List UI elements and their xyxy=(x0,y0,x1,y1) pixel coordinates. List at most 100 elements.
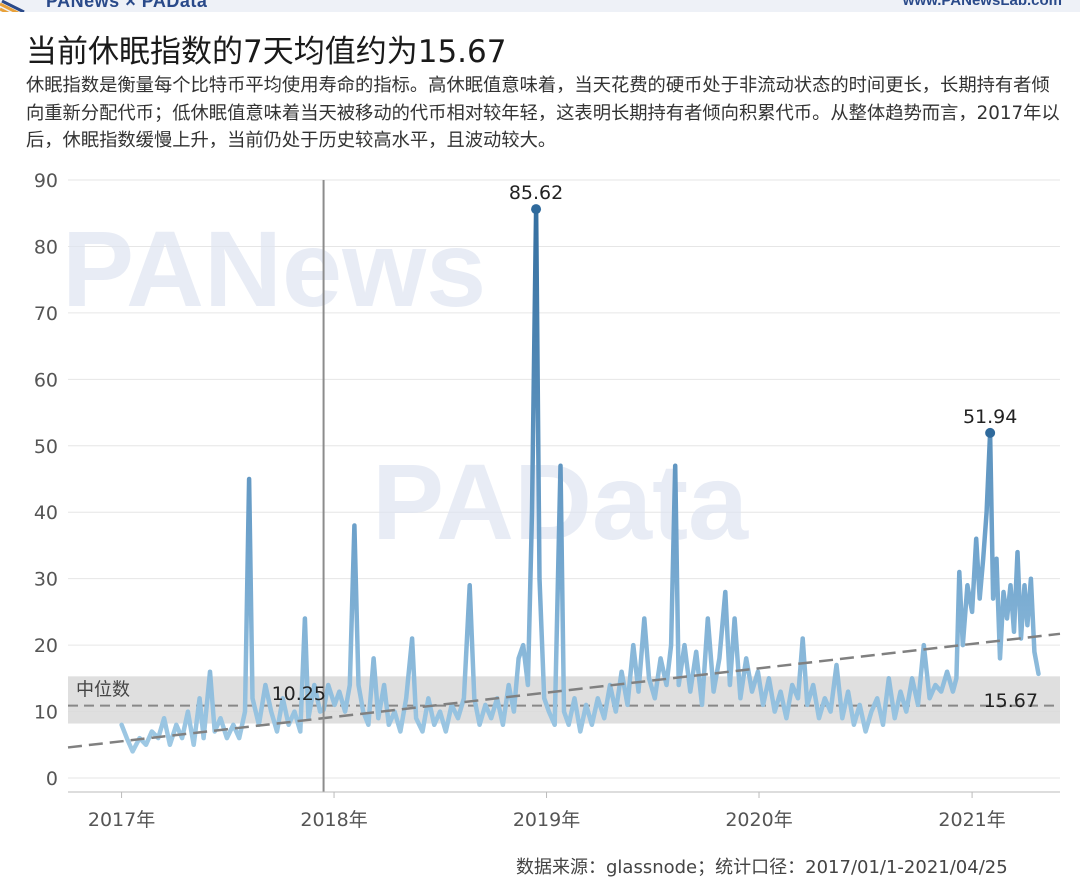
data-point xyxy=(367,723,370,726)
data-point xyxy=(779,690,782,693)
data-point xyxy=(251,697,254,700)
data-point xyxy=(683,644,686,647)
data-point xyxy=(614,710,617,713)
data-point xyxy=(791,684,794,687)
data-point xyxy=(547,710,550,713)
data-point xyxy=(192,743,195,746)
data-point xyxy=(648,677,651,680)
data-point xyxy=(168,743,171,746)
source-note: 数据来源：glassnode；统计口径：2017/01/1-2021/04/25 xyxy=(516,857,1008,878)
data-point xyxy=(299,730,302,733)
data-point xyxy=(484,704,487,707)
data-point xyxy=(975,537,978,540)
data-point xyxy=(801,637,804,640)
data-point xyxy=(992,597,995,600)
data-point xyxy=(829,710,832,713)
data-point xyxy=(531,511,534,514)
top-bar: PANews × PAData www.PANewsLab.com xyxy=(0,0,1080,12)
data-point xyxy=(887,677,890,680)
data-point xyxy=(399,730,402,733)
x-tick-label: 2020年 xyxy=(725,809,792,831)
data-point xyxy=(955,677,958,680)
y-tick-label: 30 xyxy=(34,569,58,591)
data-point xyxy=(882,723,885,726)
last-value-label: 15.67 xyxy=(984,690,1038,712)
data-point xyxy=(1026,624,1029,627)
data-point xyxy=(319,710,322,713)
median-label: 中位数 xyxy=(76,679,130,700)
y-tick-label: 80 xyxy=(34,236,58,258)
data-point xyxy=(421,730,424,733)
data-point xyxy=(706,617,709,620)
data-point xyxy=(806,704,809,707)
x-tick-label: 2021年 xyxy=(938,809,1005,831)
data-point xyxy=(674,464,677,467)
data-point xyxy=(553,723,556,726)
data-point xyxy=(835,664,838,667)
data-point xyxy=(978,597,981,600)
data-point xyxy=(457,717,460,720)
data-point xyxy=(934,684,937,687)
data-point xyxy=(439,710,442,713)
data-point xyxy=(473,697,476,700)
data-point xyxy=(961,644,964,647)
data-point xyxy=(209,670,212,673)
x-tick-label: 2018年 xyxy=(300,809,367,831)
x-tick-label: 2019年 xyxy=(513,809,580,831)
data-point xyxy=(377,717,380,720)
data-point xyxy=(946,670,949,673)
brand-right: www.PANewsLab.com xyxy=(902,0,1062,9)
data-point xyxy=(596,697,599,700)
data-point xyxy=(922,644,925,647)
y-tick-label: 0 xyxy=(46,768,58,790)
data-point xyxy=(293,710,296,713)
data-point xyxy=(338,690,341,693)
data-point xyxy=(858,704,861,707)
data-point xyxy=(665,684,668,687)
data-point xyxy=(1009,584,1012,587)
data-point xyxy=(812,684,815,687)
overlay-layer: 10.25 85.62 51.94 15.67 xyxy=(67,180,1061,792)
data-point xyxy=(202,737,205,740)
data-point xyxy=(383,684,386,687)
data-point xyxy=(198,697,201,700)
data-point xyxy=(238,737,241,740)
data-point xyxy=(433,723,436,726)
x-tick-label: 2017年 xyxy=(88,809,155,831)
watermark-panews: PANews xyxy=(62,208,486,329)
data-point xyxy=(573,697,576,700)
y-tick-label: 40 xyxy=(34,502,58,524)
data-point xyxy=(689,690,692,693)
data-point xyxy=(985,511,988,514)
data-point xyxy=(637,690,640,693)
data-point xyxy=(724,591,727,594)
data-point xyxy=(773,710,776,713)
data-point xyxy=(150,730,153,733)
data-point xyxy=(248,478,251,481)
data-point xyxy=(522,644,525,647)
data-point xyxy=(567,723,570,726)
data-point xyxy=(940,690,943,693)
peak-label: 85.62 xyxy=(509,182,563,204)
data-point xyxy=(982,557,985,560)
data-point xyxy=(966,584,969,587)
data-point xyxy=(670,644,673,647)
data-point xyxy=(478,723,481,726)
data-point xyxy=(1037,672,1040,675)
peak-label: 51.94 xyxy=(963,406,1017,428)
data-point xyxy=(344,710,347,713)
data-point xyxy=(620,670,623,673)
data-point xyxy=(701,704,704,707)
y-tick-label: 50 xyxy=(34,436,58,458)
data-point xyxy=(145,743,148,746)
data-point xyxy=(226,737,229,740)
data-point xyxy=(1002,591,1005,594)
data-point xyxy=(304,617,307,620)
data-point xyxy=(718,657,721,660)
data-point xyxy=(513,710,516,713)
data-point xyxy=(785,717,788,720)
data-point xyxy=(468,584,471,587)
data-point xyxy=(603,717,606,720)
